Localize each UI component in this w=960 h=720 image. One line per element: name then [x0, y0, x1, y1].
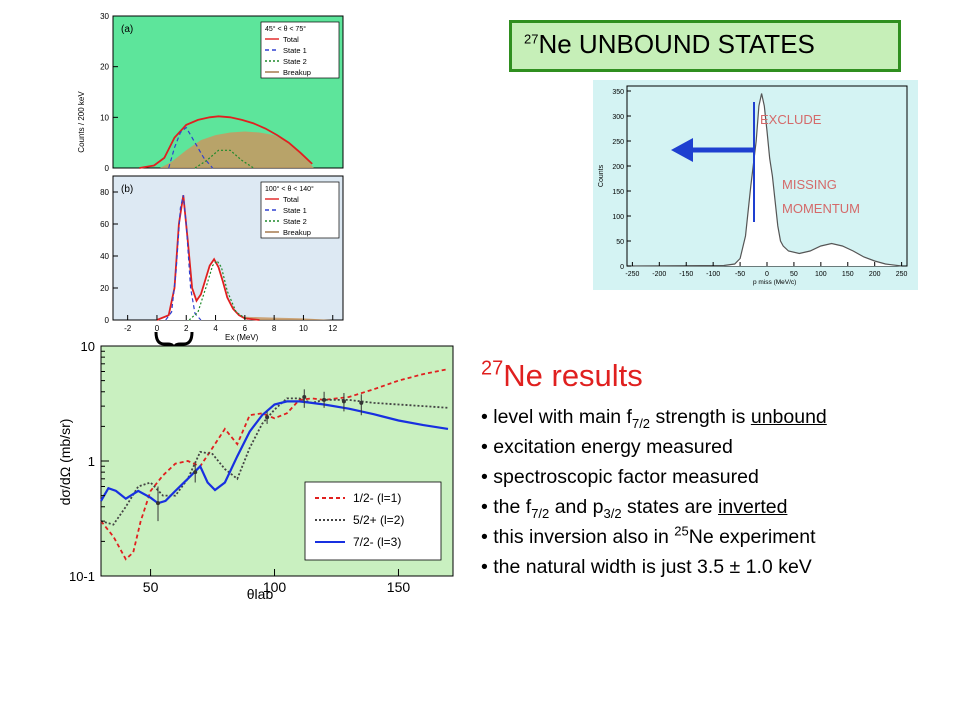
result-item: • this inversion also in 25Ne experiment	[481, 523, 816, 549]
x-tick-label: 0	[155, 324, 160, 333]
legend-label: Total	[283, 35, 299, 44]
legend-label: Total	[283, 195, 299, 204]
angle-label: 45° < θ < 75°	[265, 25, 306, 33]
y-tick-label: 250	[612, 139, 624, 146]
data-point	[156, 501, 161, 506]
x-tick-label: 50	[143, 579, 159, 595]
angle-label: 100° < θ < 140°	[265, 185, 314, 193]
series-total	[139, 115, 313, 169]
x-tick-label: 6	[243, 324, 248, 333]
series-state-1	[165, 195, 202, 321]
legend-label: Breakup	[283, 228, 311, 237]
missing-annotation: MISSING	[782, 177, 837, 192]
x-tick-label: 4	[213, 324, 218, 333]
x-tick-label: 150	[842, 271, 854, 278]
legend-label: State 2	[283, 217, 307, 226]
total-fill	[156, 195, 260, 320]
result-item: • the f7/2 and p3/2 states are inverted	[481, 496, 788, 521]
y-tick-label: 20	[100, 284, 109, 293]
x-tick-label: 250	[896, 271, 908, 278]
data-point	[265, 415, 270, 420]
momentum-annotation: MOMENTUM	[782, 201, 860, 216]
legend-label: 5/2+ (l=2)	[353, 513, 404, 527]
legend-label: 7/2- (l=3)	[353, 535, 401, 549]
y-tick-label: 350	[612, 89, 624, 96]
data-point	[322, 397, 327, 402]
x-tick-label: 2	[184, 324, 189, 333]
y-tick-label: 40	[100, 252, 109, 261]
legend-label: State 1	[283, 46, 307, 55]
series-state-2	[188, 259, 249, 321]
legend-label: State 1	[283, 206, 307, 215]
data-point	[302, 395, 307, 400]
legend-label: Breakup	[283, 68, 311, 77]
x-tick-label: -200	[652, 271, 666, 278]
y-tick-label: 10-1	[69, 569, 95, 584]
x-tick-label: 50	[790, 271, 798, 278]
title-box: 27Ne UNBOUND STATES	[509, 20, 901, 72]
x-tick-label: -100	[706, 271, 720, 278]
x-tick-label: 10	[299, 324, 308, 333]
results-list: • level with main f7/2 strength is unbou…	[481, 402, 827, 582]
panel-label: (a)	[121, 24, 133, 35]
y-tick-label: 60	[100, 220, 109, 229]
y-tick-label: 50	[616, 239, 624, 246]
legend-label: 1/2- (l=1)	[353, 491, 401, 505]
series-state-1	[168, 126, 214, 169]
result-item: • excitation energy measured	[481, 436, 733, 458]
x-tick-label: -250	[625, 271, 639, 278]
results-heading: 27Ne results	[481, 357, 643, 393]
x-tick-label: 200	[869, 271, 881, 278]
result-item: • the natural width is just 3.5 ± 1.0 ke…	[481, 556, 812, 578]
y-tick-label: 100	[612, 214, 624, 221]
y-tick-label: 0	[105, 316, 110, 325]
y-tick-label: 10	[81, 342, 95, 354]
y-tick-label: 10	[100, 113, 109, 122]
y-tick-label: 200	[612, 164, 624, 171]
y-tick-label: 0	[620, 264, 624, 271]
y-axis-label: Counts / 200 keV	[77, 91, 86, 153]
result-item: • level with main f7/2 strength is unbou…	[481, 406, 827, 431]
x-tick-label: 100	[263, 579, 287, 595]
angular-distribution-figure: 10 1 10-1 50 100 150 θlab dσ/dΩ (mb/sr) 1/2- (l=…	[57, 342, 454, 602]
y-axis-label: Counts	[598, 164, 605, 187]
curve-7-2-l-3-	[100, 400, 449, 505]
x-tick-label: -150	[679, 271, 693, 278]
y-tick-label: 30	[100, 12, 109, 21]
slide-title: 27Ne UNBOUND STATES	[524, 29, 815, 59]
y-tick-label: 150	[612, 189, 624, 196]
result-item: • spectroscopic factor measured	[481, 466, 759, 488]
curve-5-2-l-2-	[100, 397, 449, 526]
x-tick-label: -50	[735, 271, 745, 278]
x-axis-label: p miss (MeV/c)	[753, 279, 796, 286]
y-tick-label: 300	[612, 114, 624, 121]
x-axis-label: θlab	[247, 586, 274, 602]
histogram-fill	[627, 93, 902, 266]
y-tick-label: 80	[100, 188, 109, 197]
breakup-fill	[159, 131, 314, 168]
y-tick-label: 0	[105, 164, 110, 173]
x-tick-label: 0	[765, 271, 769, 278]
exclude-annotation: EXCLUDE	[760, 112, 822, 127]
histogram-line	[626, 93, 902, 267]
data-point	[193, 470, 198, 475]
x-tick-label: -2	[124, 324, 132, 333]
y-tick-label: 20	[100, 63, 109, 72]
data-point	[359, 400, 364, 405]
x-tick-label: 100	[815, 271, 827, 278]
legend-label: State 2	[283, 57, 307, 66]
x-axis-label: Ex (MeV)	[225, 333, 259, 342]
panel-label: (b)	[121, 184, 133, 195]
x-tick-label: 8	[272, 324, 277, 333]
y-tick-label: 1	[88, 454, 95, 469]
x-tick-label: 150	[387, 579, 411, 595]
exclude-arrow-head	[671, 138, 693, 162]
x-tick-label: 12	[328, 324, 337, 333]
missing-momentum-figure: 0 50 100 150 200 250 300 350 -250 -200 -150 -100 -50…	[593, 80, 918, 290]
data-point	[341, 399, 346, 404]
y-axis-label: dσ/dΩ (mb/sr)	[57, 419, 73, 506]
curve-1-2-l-1-	[100, 368, 449, 561]
